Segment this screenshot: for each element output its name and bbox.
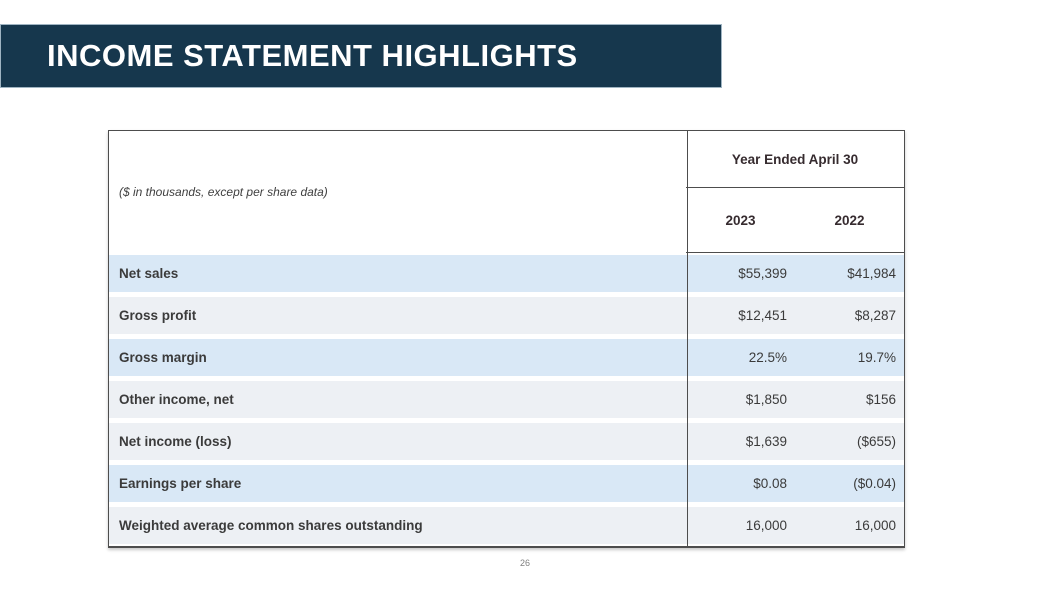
row-label: Weighted average common shares outstandi… [119,518,423,533]
row-label: Net sales [119,266,179,281]
table-header: ($ in thousands, except per share data) … [109,131,904,253]
row-value-2023: 16,000 [745,518,787,533]
title-banner: INCOME STATEMENT HIGHLIGHTS [0,24,722,88]
table-row: Earnings per share $0.08 ($0.04) [109,465,904,502]
income-statement-table: ($ in thousands, except per share data) … [108,130,905,548]
slide-title: INCOME STATEMENT HIGHLIGHTS [47,38,578,73]
units-note-cell: ($ in thousands, except per share data) [109,131,686,253]
table-row: Gross margin 22.5% 19.7% [109,339,904,376]
row-label: Other income, net [119,392,234,407]
row-label: Net income (loss) [119,434,232,449]
table-row: Gross profit $12,451 $8,287 [109,297,904,334]
row-value-2022: 19.7% [857,350,896,365]
row-value-2023: $55,399 [738,266,787,281]
row-value-2023: $1,639 [745,434,787,449]
year-columns: 2023 2022 [686,188,904,252]
row-value-2023: $12,451 [738,308,787,323]
column-divider [687,131,688,546]
table-row: Net sales $55,399 $41,984 [109,255,904,292]
row-value-2023: 22.5% [748,350,787,365]
table-row: Weighted average common shares outstandi… [109,507,904,544]
table-row: Net income (loss) $1,639 ($655) [109,423,904,460]
units-note: ($ in thousands, except per share data) [119,185,328,199]
row-value-2022: $41,984 [847,266,896,281]
period-header: Year Ended April 30 [686,131,904,188]
row-value-2023: $1,850 [745,392,787,407]
row-value-2022: ($0.04) [853,476,896,491]
column-header-2022: 2022 [834,212,865,228]
row-label: Gross margin [119,350,207,365]
table-row: Other income, net $1,850 $156 [109,381,904,418]
column-header-2023: 2023 [725,212,756,228]
row-value-2022: ($655) [856,434,896,449]
row-value-2023: $0.08 [753,476,787,491]
page-number: 26 [519,558,530,568]
row-label: Earnings per share [119,476,242,491]
row-value-2022: $8,287 [854,308,896,323]
row-value-2022: $156 [865,392,896,407]
period-header-group: Year Ended April 30 2023 2022 [686,131,904,253]
table-body: Net sales $55,399 $41,984 Gross profit $… [109,253,904,544]
row-label: Gross profit [119,308,197,323]
row-value-2022: 16,000 [854,518,896,533]
